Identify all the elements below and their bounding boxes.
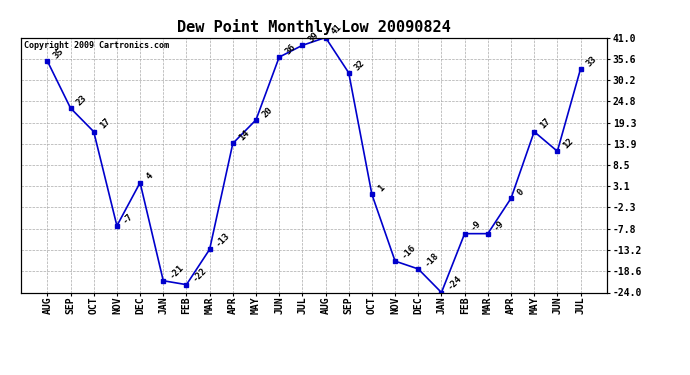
Text: 20: 20 [260, 105, 274, 119]
Text: -24: -24 [446, 274, 464, 292]
Title: Dew Point Monthly Low 20090824: Dew Point Monthly Low 20090824 [177, 19, 451, 35]
Text: -9: -9 [469, 219, 483, 233]
Text: 23: 23 [75, 93, 89, 107]
Text: 14: 14 [237, 129, 251, 142]
Text: 17: 17 [538, 117, 552, 131]
Text: -22: -22 [190, 266, 208, 284]
Text: -21: -21 [168, 262, 185, 280]
Text: 33: 33 [584, 54, 599, 68]
Text: 0: 0 [515, 188, 525, 198]
Text: 4: 4 [144, 172, 155, 182]
Text: -9: -9 [492, 219, 506, 233]
Text: -16: -16 [400, 243, 417, 260]
Text: 1: 1 [376, 183, 386, 194]
Text: Copyright 2009 Cartronics.com: Copyright 2009 Cartronics.com [23, 41, 168, 50]
Text: -18: -18 [422, 251, 440, 268]
Text: 17: 17 [98, 117, 112, 131]
Text: -13: -13 [214, 231, 232, 249]
Text: 32: 32 [353, 58, 367, 72]
Text: -7: -7 [121, 211, 135, 225]
Text: 12: 12 [562, 136, 575, 150]
Text: 36: 36 [284, 42, 297, 56]
Text: 35: 35 [52, 46, 66, 60]
Text: 39: 39 [306, 31, 320, 45]
Text: 41: 41 [330, 23, 344, 37]
